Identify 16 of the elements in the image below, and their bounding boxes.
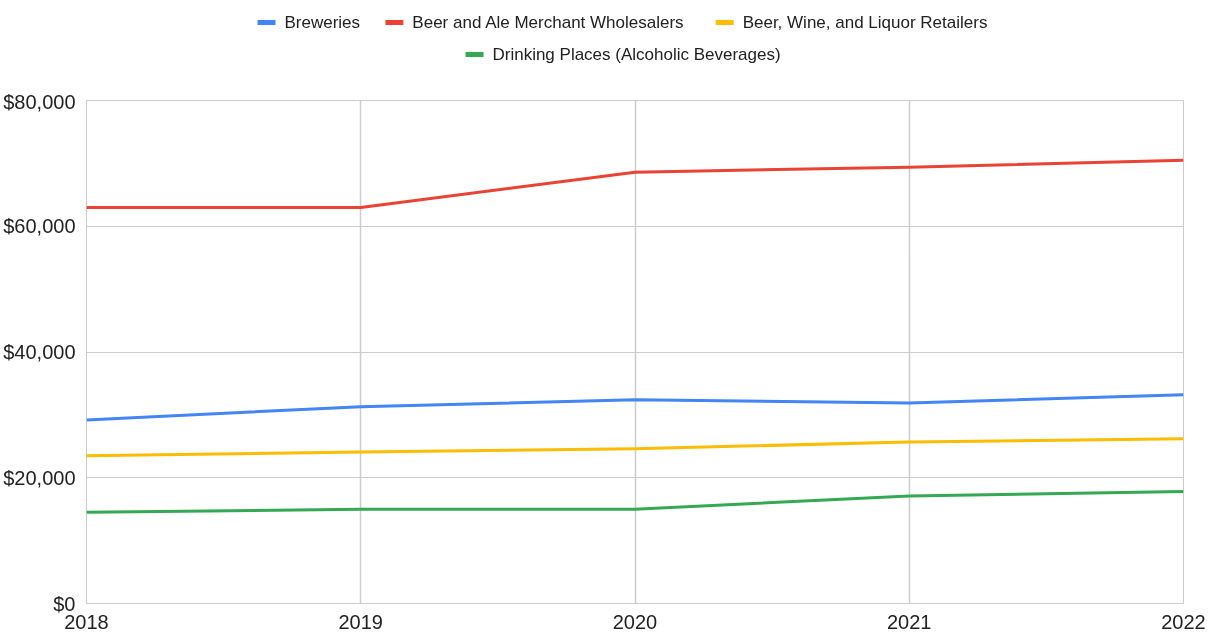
line-series <box>86 393 1184 422</box>
y-tick-label: $80,000 <box>3 90 76 113</box>
x-tick-label: 2019 <box>338 610 383 633</box>
y-tick-label: $40,000 <box>3 341 76 363</box>
y-tick-label: $60,000 <box>3 215 76 238</box>
x-tick-label: 2022 <box>1161 610 1206 633</box>
line-series <box>86 490 1184 514</box>
legend-label: Drinking Places (Alcoholic Beverages) <box>492 45 781 64</box>
legend-label: Beer and Ale Merchant Wholesalers <box>412 13 684 32</box>
legend-label: Beer, Wine, and Liquor Retailers <box>742 13 988 32</box>
x-tick-label: 2021 <box>887 610 932 633</box>
y-tick-label: $20,000 <box>3 466 76 489</box>
legend-label: Breweries <box>284 13 361 32</box>
line-series <box>86 158 1184 209</box>
line-series <box>86 437 1184 458</box>
x-tick-label: 2020 <box>612 610 658 633</box>
